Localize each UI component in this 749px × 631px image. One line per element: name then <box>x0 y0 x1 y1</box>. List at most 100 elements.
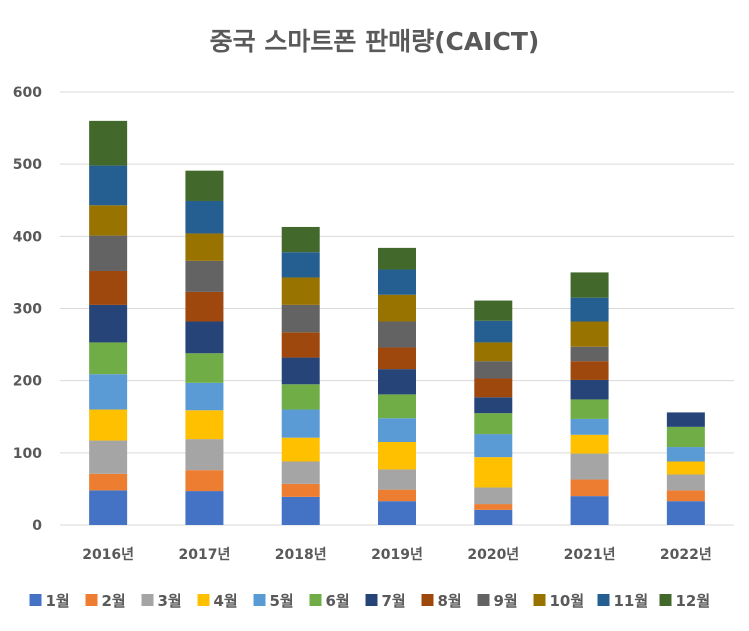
bar-segment <box>281 461 320 484</box>
bar-segment <box>89 374 128 410</box>
bar-segment <box>185 439 224 471</box>
bar-segment <box>185 233 224 261</box>
bar-segment <box>89 490 128 525</box>
legend-label: 5월 <box>270 592 294 610</box>
bar-segment <box>281 483 320 497</box>
x-tick-label: 2018년 <box>275 547 327 563</box>
bar-segment <box>570 496 609 525</box>
bar-segment <box>666 412 705 427</box>
bar-segment <box>570 272 609 298</box>
bar-segment <box>185 260 224 292</box>
bar-segment <box>89 120 128 166</box>
bar-segment <box>185 470 224 492</box>
bar-segment <box>570 434 609 454</box>
bars <box>89 120 705 525</box>
bar-segment <box>185 170 224 201</box>
legend-swatch <box>421 594 434 606</box>
legend-label: 6월 <box>326 592 350 610</box>
legend-label: 9월 <box>494 592 518 610</box>
bar-segment <box>378 442 416 470</box>
bar-segment <box>570 479 609 497</box>
bar-segment <box>89 205 128 236</box>
bar-segment <box>281 437 320 462</box>
bar-segment <box>666 490 705 502</box>
legend-swatch <box>365 594 378 606</box>
bar-segment <box>185 491 224 525</box>
bar-segment <box>378 469 416 490</box>
legend-label: 8월 <box>438 592 462 610</box>
legend-swatch <box>309 594 322 606</box>
y-tick-label: 100 <box>13 446 42 462</box>
bar-segment <box>281 252 320 278</box>
x-tick-label: 2021년 <box>564 547 616 563</box>
bar-segment <box>570 321 609 347</box>
bar-segment <box>185 200 224 234</box>
legend-swatch <box>533 594 546 606</box>
y-tick-label: 600 <box>13 85 42 101</box>
legend-swatch <box>197 594 210 606</box>
legend-label: 2월 <box>102 592 126 610</box>
bar-segment <box>185 410 224 440</box>
bar-segment <box>185 291 224 322</box>
bar-segment <box>378 418 416 443</box>
legend-label: 7월 <box>382 592 406 610</box>
bar-segment <box>474 487 513 505</box>
bar-segment <box>570 379 609 400</box>
legend: 1월 2월 3월 4월 5월 6월 7월 8월 9월 10월 11월 12월 <box>29 592 710 610</box>
y-tick-label: 400 <box>13 229 42 245</box>
bar-segment <box>89 165 128 206</box>
bar-segment <box>281 332 320 358</box>
bar-segment <box>474 434 513 458</box>
bar-segment <box>378 294 416 322</box>
legend-swatch <box>659 594 672 606</box>
legend-swatch <box>85 594 98 606</box>
bar-segment <box>378 394 416 419</box>
bar-segment <box>378 369 416 395</box>
bar-segment <box>666 461 705 475</box>
bar-segment <box>281 409 320 438</box>
bar-segment <box>570 297 609 322</box>
bar-segment <box>570 453 609 480</box>
bar-segment <box>89 440 128 474</box>
bar-segment <box>666 474 705 491</box>
bar-segment <box>474 397 513 414</box>
bar-segment <box>666 447 705 462</box>
bar-segment <box>474 378 513 398</box>
bar-segment <box>570 418 609 435</box>
bar-segment <box>281 277 320 305</box>
x-tick-label: 2016년 <box>82 547 134 563</box>
bar-segment <box>281 384 320 410</box>
bar-segment <box>281 226 320 253</box>
x-tick-label: 2017년 <box>178 547 230 563</box>
bar-segment <box>570 399 609 419</box>
legend-label: 3월 <box>158 592 182 610</box>
y-tick-label: 500 <box>13 157 42 173</box>
y-tick-label: 0 <box>32 518 42 534</box>
bar-segment <box>378 269 416 295</box>
bar-segment <box>89 409 128 441</box>
bar-segment <box>474 300 513 321</box>
bar-segment <box>378 247 416 270</box>
bar-segment <box>281 496 320 525</box>
bar-segment <box>474 413 513 435</box>
bar-segment <box>474 342 513 362</box>
bar-segment <box>666 501 705 525</box>
legend-label: 1월 <box>46 592 70 610</box>
legend-swatch <box>253 594 266 606</box>
y-tick-label: 200 <box>13 374 42 390</box>
bar-segment <box>281 304 320 333</box>
x-tick-label: 2022년 <box>660 547 712 563</box>
bar-segment <box>378 501 416 525</box>
bar-segment <box>185 321 224 354</box>
bar-segment <box>281 357 320 385</box>
bar-segment <box>474 361 513 379</box>
bar-segment <box>666 426 705 448</box>
legend-swatch <box>141 594 154 606</box>
bar-segment <box>570 361 609 380</box>
bar-segment <box>89 473 128 491</box>
bar-segment <box>474 509 513 525</box>
bar-segment <box>185 382 224 411</box>
legend-label: 11월 <box>614 592 649 610</box>
bar-segment <box>185 353 224 383</box>
